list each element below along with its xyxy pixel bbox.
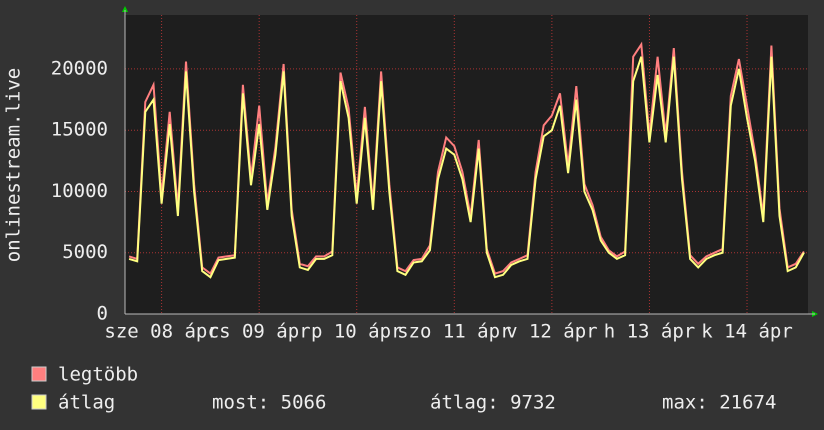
x-tick-label: szo 11 ápr — [397, 321, 511, 343]
stat: most: 5066 — [212, 392, 326, 414]
legend-swatch — [31, 394, 47, 410]
legend-label: legtöbb — [58, 364, 138, 386]
y-tick-label: 10000 — [51, 180, 108, 202]
legend-label: átlag — [58, 392, 115, 414]
axis-arrow — [122, 6, 128, 12]
x-tick-label: cs 09 ápr — [208, 321, 311, 343]
stat: átlag: 9732 — [430, 392, 556, 414]
x-tick-label: sze 08 ápr — [104, 321, 218, 343]
x-tick-label: p 10 ápr — [311, 321, 403, 343]
y-tick-label: 20000 — [51, 57, 108, 79]
series-line — [128, 56, 805, 279]
y-axis-label: onlinestream.live — [3, 68, 25, 262]
y-tick-label: 5000 — [62, 241, 108, 263]
plot-area — [125, 15, 808, 314]
x-tick-label: k 14 ápr — [701, 321, 793, 343]
x-tick-label: v 12 ápr — [506, 321, 598, 343]
legend-swatch — [31, 366, 47, 382]
stat: max: 21674 — [662, 392, 776, 414]
y-tick-label: 0 — [97, 303, 108, 325]
y-tick-label: 15000 — [51, 119, 108, 141]
x-tick-label: h 13 ápr — [604, 321, 696, 343]
